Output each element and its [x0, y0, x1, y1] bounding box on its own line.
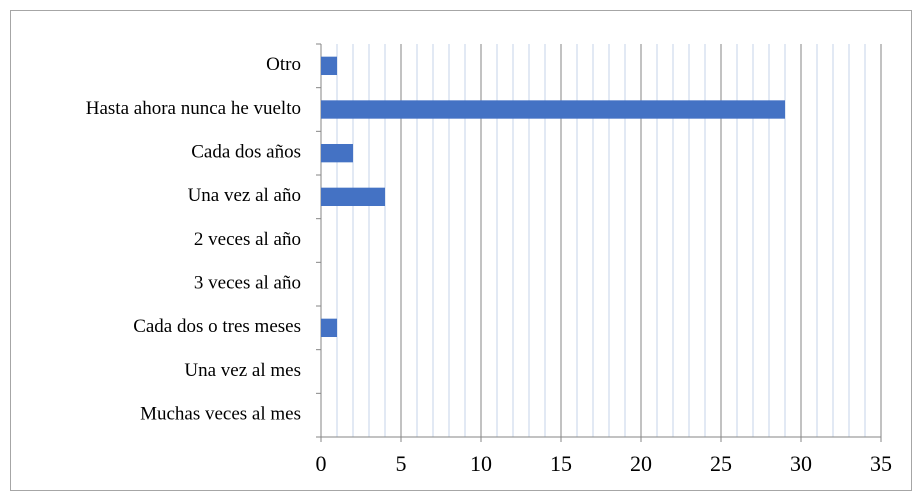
x-tick-label: 15 — [550, 451, 572, 476]
bar — [321, 143, 353, 163]
y-tick-label: Otro — [266, 54, 301, 75]
y-tick-label: Cada dos años — [191, 142, 301, 163]
x-tick-label: 30 — [790, 451, 812, 476]
x-tick-label: 0 — [316, 451, 327, 476]
bar — [321, 100, 785, 119]
x-tick-label: 5 — [396, 451, 407, 476]
y-tick-label: Una vez al mes — [184, 360, 301, 381]
x-tick-label: 20 — [630, 451, 652, 476]
y-tick-label: 2 veces al año — [194, 229, 301, 250]
x-tick-label: 10 — [470, 451, 492, 476]
y-tick-label: Hasta ahora nunca he vuelto — [86, 98, 301, 119]
x-tick-label: 25 — [710, 451, 732, 476]
y-tick-label: 3 veces al año — [194, 273, 301, 294]
y-tick-label: Cada dos o tres meses — [133, 316, 301, 337]
bar — [321, 56, 337, 76]
y-tick-label: Una vez al año — [188, 185, 301, 206]
x-tick-label: 35 — [870, 451, 892, 476]
y-tick-label: Muchas veces al mes — [140, 404, 301, 425]
chart-frame — [10, 10, 912, 491]
bar — [321, 318, 337, 338]
bar — [321, 187, 385, 207]
